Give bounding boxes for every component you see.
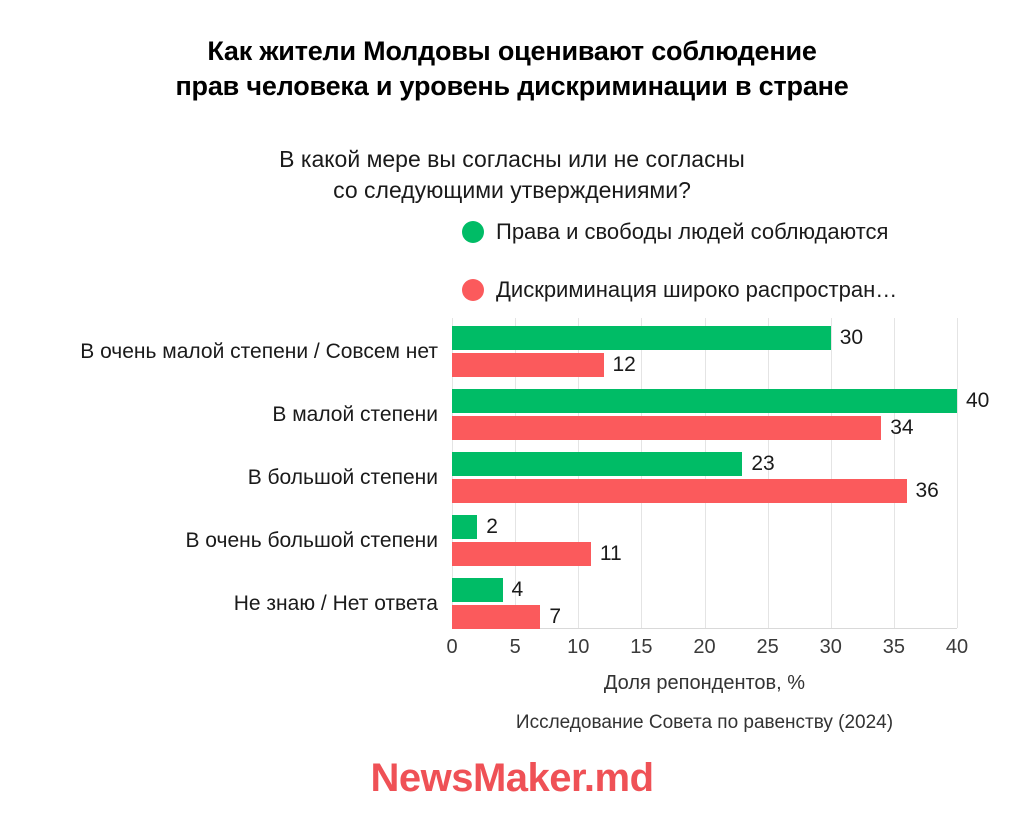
value-label: 23 xyxy=(751,452,775,475)
chart-subtitle-line-2: со следующими утверждениями? xyxy=(333,177,691,203)
value-label: 11 xyxy=(599,542,622,565)
x-tick-25: 25 xyxy=(756,636,779,658)
value-label: 4 xyxy=(511,578,524,601)
category-label: В малой степени xyxy=(272,402,438,426)
bar-red: 11 xyxy=(452,542,622,566)
bar-red: 34 xyxy=(452,416,914,440)
gridline-40 xyxy=(957,318,958,628)
chart-legend: Права и свободы людей соблюдаются Дискри… xyxy=(462,219,1024,302)
legend-item-rights: Права и свободы людей соблюдаются xyxy=(462,219,1024,244)
category-label: В очень большой степени xyxy=(185,528,438,552)
bar-group: 2 11 xyxy=(452,515,957,566)
x-tick-10: 10 xyxy=(567,636,590,658)
x-tick-35: 35 xyxy=(882,636,905,658)
x-tick-20: 20 xyxy=(693,636,716,658)
bar-green: 4 xyxy=(452,578,523,602)
page-title-line-2: прав человека и уровень дискриминации в … xyxy=(175,71,849,101)
bar-green: 30 xyxy=(452,326,863,350)
x-axis-ticks: 0 5 10 15 20 25 30 35 40 xyxy=(446,636,968,662)
value-label: 7 xyxy=(549,605,562,628)
legend-label-discrimination: Дискриминация широко распростран… xyxy=(496,277,898,302)
bar-green: 2 xyxy=(452,515,498,539)
bar-group: 23 36 xyxy=(452,452,957,503)
newsmaker-logo: NewsMaker.md xyxy=(370,756,654,800)
x-tick-40: 40 xyxy=(945,636,969,658)
chart-row-5: Не знаю / Нет ответа 4 7 xyxy=(0,578,1024,629)
x-tick-15: 15 xyxy=(630,636,653,658)
value-label: 30 xyxy=(839,326,864,349)
bar-red: 12 xyxy=(452,353,636,377)
x-tick-30: 30 xyxy=(819,636,842,658)
chart-row-4: В очень большой степени 2 11 xyxy=(0,515,1024,566)
bar-green: 23 xyxy=(452,452,775,476)
value-label: 12 xyxy=(612,353,636,376)
bar-group: 40 34 xyxy=(452,389,989,440)
source-note: Исследование Совета по равенству (2024) xyxy=(515,712,894,733)
legend-dot-red-icon xyxy=(462,279,484,301)
page-title-line-1: Как жители Молдовы оценивают соблюдение xyxy=(207,36,817,66)
legend-dot-green-icon xyxy=(462,221,484,243)
value-label: 40 xyxy=(966,389,990,412)
bar-chart: В очень малой степени / Совсем нет 30 12 В … xyxy=(0,318,1024,629)
value-label: 36 xyxy=(915,479,939,502)
bar-green: 40 xyxy=(452,389,989,413)
value-label: 2 xyxy=(486,515,498,538)
gridline-35 xyxy=(893,318,895,628)
x-tick-5: 5 xyxy=(509,636,521,658)
chart-subtitle-line-1: В какой мере вы согласны или не согласны xyxy=(279,146,745,172)
chart-row-1: В очень малой степени / Совсем нет 30 12 xyxy=(0,326,1024,377)
x-tick-0: 0 xyxy=(446,636,458,658)
bar-group: 30 12 xyxy=(452,326,957,377)
gridline-25 xyxy=(767,318,769,628)
x-axis-label: Доля репондентов, % xyxy=(603,672,806,694)
chart-rows: В очень малой степени / Совсем нет 30 12 В … xyxy=(0,326,1024,629)
category-label: В большой степени xyxy=(247,465,438,489)
chart-subtitle: В какой мере вы согласны или не согласны… xyxy=(0,144,1024,206)
bar-red: 7 xyxy=(452,605,561,629)
legend-label-rights: Права и свободы людей соблюдаются xyxy=(496,219,889,244)
chart-row-3: В большой степени 23 36 xyxy=(0,452,1024,503)
category-label: В очень малой степени / Совсем нет xyxy=(80,339,438,363)
value-label: 34 xyxy=(890,416,914,439)
chart-row-2: В малой степени 40 34 xyxy=(0,389,1024,440)
category-label: Не знаю / Нет ответа xyxy=(233,591,438,615)
page-title: Как жители Молдовы оценивают соблюдение … xyxy=(0,0,1024,104)
legend-item-discrimination: Дискриминация широко распростран… xyxy=(462,277,1024,302)
bar-red: 36 xyxy=(452,479,939,503)
gridline-30 xyxy=(830,318,832,628)
